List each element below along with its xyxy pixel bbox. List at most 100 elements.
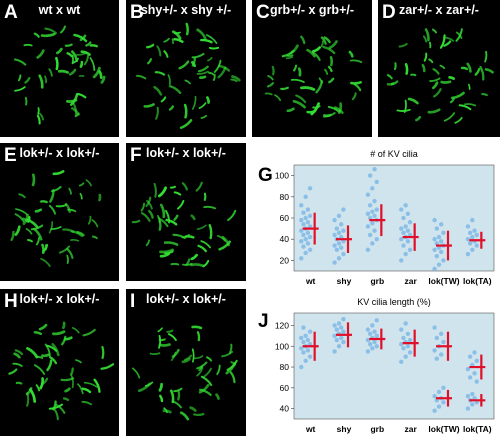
x-tick-label: shy — [337, 424, 352, 434]
cilium — [229, 371, 236, 384]
data-point — [436, 234, 442, 240]
data-point — [405, 331, 411, 336]
data-point — [332, 333, 337, 339]
panel-C: C grb+/- x grb+/- — [252, 0, 372, 137]
cilium — [205, 34, 218, 45]
cilium — [33, 331, 43, 336]
cilium — [318, 77, 323, 84]
cilium — [454, 116, 463, 124]
data-point — [434, 335, 439, 341]
panel-letter: G — [258, 165, 273, 186]
cilium — [198, 383, 210, 394]
cilium — [464, 103, 477, 107]
data-point — [403, 224, 408, 229]
cilium — [34, 208, 43, 213]
data-point — [407, 350, 413, 355]
cilium — [231, 75, 241, 82]
data-point — [299, 256, 304, 261]
cilium — [200, 38, 213, 44]
cilium — [143, 103, 155, 108]
panel-title: grb+/- x grb+/- — [269, 3, 355, 17]
cilium — [196, 28, 207, 40]
data-point — [301, 325, 306, 330]
cilium — [466, 62, 472, 73]
cilium — [159, 252, 170, 258]
cilium — [24, 96, 28, 106]
cilium — [216, 364, 221, 376]
cilium — [439, 34, 446, 49]
cilium — [41, 243, 45, 255]
cilium — [267, 74, 274, 81]
data-point — [474, 379, 479, 384]
cilium — [280, 86, 289, 91]
cilium — [176, 199, 185, 210]
cilium — [195, 181, 203, 192]
data-point — [301, 210, 306, 215]
data-point — [336, 230, 342, 236]
cilium — [69, 367, 74, 376]
data-point — [339, 325, 344, 330]
cilium — [324, 68, 329, 75]
cilium — [89, 57, 96, 72]
panel-I: I lok+/- x lok+/- — [126, 289, 246, 436]
cilium — [33, 364, 46, 375]
cilium — [163, 50, 169, 58]
cilium — [196, 70, 209, 75]
cilium — [22, 213, 29, 226]
data-point — [474, 358, 479, 364]
data-point — [432, 217, 437, 223]
cilium — [158, 338, 166, 342]
data-point — [399, 359, 404, 365]
x-tick-label: lok(TA) — [463, 424, 492, 434]
x-tick-label: lok(TW) — [428, 276, 459, 286]
cilium — [24, 76, 31, 84]
cilium — [75, 359, 82, 364]
cilium — [200, 240, 212, 249]
cilium — [168, 84, 182, 95]
cilia-image — [131, 181, 237, 268]
cilium — [44, 27, 57, 35]
data-point — [465, 366, 471, 372]
cilium — [100, 363, 115, 370]
data-point — [401, 230, 406, 236]
cilium — [433, 88, 442, 98]
data-point — [474, 232, 479, 238]
x-tick-label: lok(TA) — [463, 276, 492, 286]
cilium — [81, 400, 93, 406]
cilium — [183, 103, 188, 119]
cilium — [439, 64, 446, 70]
cilium — [479, 65, 485, 81]
cilium — [216, 235, 226, 242]
data-point — [372, 329, 377, 334]
cilium — [147, 58, 153, 65]
cilium — [173, 387, 183, 393]
cilium — [390, 80, 399, 86]
cilium — [141, 212, 151, 222]
cilium — [484, 68, 494, 74]
data-point — [367, 173, 373, 178]
cilium — [100, 75, 106, 84]
y-tick-label: 100 — [275, 171, 289, 181]
cilium — [33, 227, 43, 241]
data-point — [301, 232, 306, 238]
cilium — [76, 92, 87, 99]
data-point — [307, 247, 313, 252]
data-point — [301, 222, 306, 227]
cilium — [35, 384, 41, 392]
data-point — [439, 331, 444, 336]
x-tick-label: shy — [337, 276, 352, 286]
cilium — [225, 362, 237, 375]
cilium — [189, 406, 197, 412]
data-point — [405, 239, 411, 244]
cilium — [12, 362, 23, 367]
data-point — [299, 335, 304, 341]
cilium — [14, 225, 21, 236]
data-point — [334, 226, 339, 231]
cilium — [35, 355, 44, 359]
cilium — [167, 333, 177, 342]
cilium — [73, 33, 88, 43]
cilium — [52, 400, 57, 411]
panel-letter: C — [256, 2, 270, 23]
cilium — [159, 203, 166, 219]
data-point — [374, 318, 379, 323]
